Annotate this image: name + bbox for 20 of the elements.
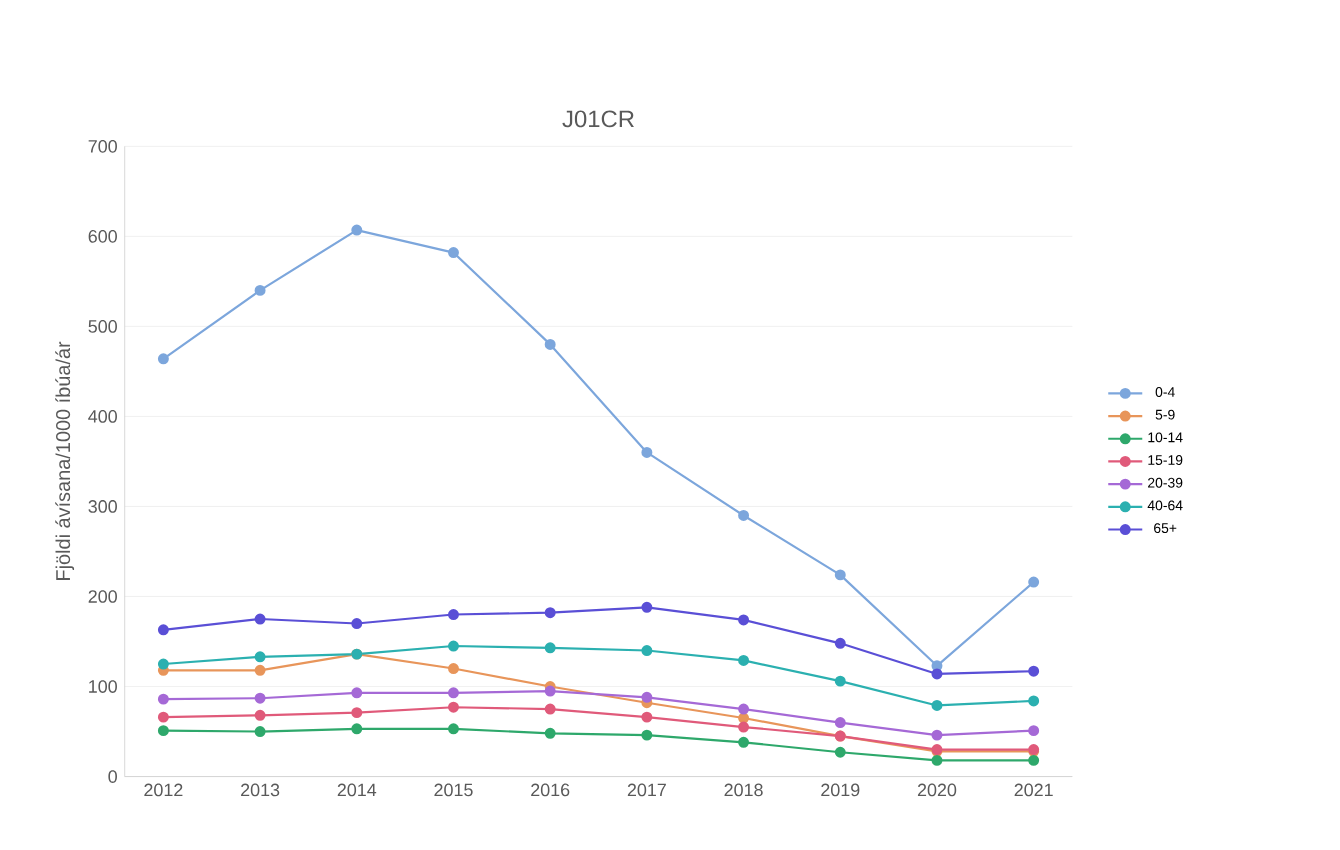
- y-tick-label: 0: [108, 770, 117, 783]
- x-tick-label: 2017: [627, 783, 666, 797]
- x-tick-label: 2012: [144, 783, 183, 797]
- x-tick-label: 2015: [434, 783, 473, 797]
- x-tick-label: 2020: [917, 783, 957, 797]
- x-tick-label: 2021: [1014, 783, 1053, 797]
- x-tick-label: 2018: [724, 783, 763, 797]
- y-tick-label: 300: [88, 499, 117, 513]
- y-tick-label: 100: [89, 680, 117, 693]
- y-tick-label: 200: [88, 590, 117, 603]
- x-tick-label: 2013: [241, 783, 280, 797]
- x-tick-label: 2019: [821, 783, 860, 797]
- chart-title: J01CR: [562, 110, 634, 128]
- x-tick-label: 2016: [531, 783, 570, 797]
- y-tick-label: 500: [88, 319, 117, 333]
- x-tick-label: 2014: [337, 783, 377, 797]
- y-tick-label: 600: [88, 229, 117, 243]
- y-tick-label: 400: [88, 409, 117, 423]
- y-tick-label: 700: [88, 139, 117, 153]
- y-axis-title: Fjöldi ávísana/1000 íbúa/ár: [55, 341, 75, 580]
